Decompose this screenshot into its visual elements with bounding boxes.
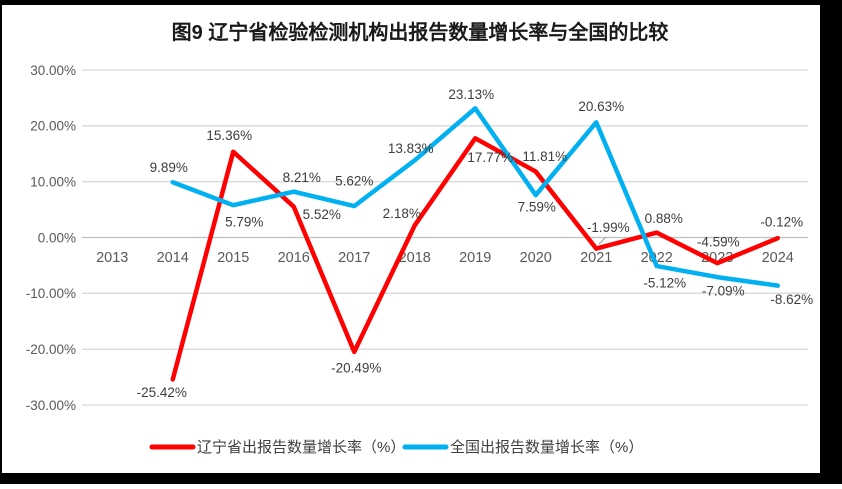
liaoning-series-line [170,136,780,382]
national-data-label: 5.79% [225,215,263,230]
y-axis-tick-label: -20.00% [26,342,76,357]
liaoning-data-label: -1.99% [587,220,630,235]
x-axis-tick-label: 2022 [641,250,673,266]
chart-title: 图9 辽宁省检验检测机构出报告数量增长率与全国的比较 [172,20,669,44]
x-axis-tick-label: 2018 [399,250,431,266]
y-axis-tick-label: 20.00% [30,119,76,134]
national-data-label: 7.59% [518,200,556,215]
liaoning-data-label: 11.81% [522,149,567,164]
liaoning-data-label: -0.12% [760,215,803,230]
national-series-line [170,106,780,288]
liaoning-data-label: -25.42% [137,385,187,400]
x-axis-tick-label: 2014 [157,250,189,266]
legend: 辽宁省出报告数量增长率（%） 全国出报告数量增长率（%） [149,438,643,456]
liaoning-data-label: 17.77% [467,150,513,165]
liaoning-data-label: -4.59% [697,235,740,250]
legend-label-liaoning: 辽宁省出报告数量增长率（%） [197,439,405,456]
x-axis-tick-label: 2020 [520,250,552,266]
legend-label-national: 全国出报告数量增长率（%） [450,438,643,456]
x-axis-tick-label: 2019 [459,250,491,266]
y-axis-tick-label: -30.00% [26,398,76,413]
label-leader-line [598,236,607,245]
x-axis-tick-label: 2017 [338,250,370,266]
national-data-label: -7.09% [702,284,745,299]
national-data-label: 5.62% [335,174,373,189]
x-axis-tick-label: 2021 [580,250,612,266]
liaoning-data-label: 0.88% [645,211,683,226]
x-axis-tick-label: 2024 [762,250,794,266]
national-data-label: 23.13% [448,87,494,102]
national-data-label: 20.63% [578,99,624,114]
liaoning-data-label: -20.49% [331,360,381,375]
national-data-label: -8.62% [770,292,813,307]
y-axis-tick-label: 0.00% [38,230,76,245]
y-axis-tick-label: 10.00% [30,174,76,189]
y-axis-tick-label: -10.00% [26,286,76,301]
chart-background [2,5,820,473]
national-data-label: -5.12% [643,276,686,291]
liaoning-data-label: 2.18% [383,206,421,221]
x-axis-tick-label: 2015 [217,250,249,266]
national-data-label: 13.83% [388,141,434,156]
y-axis-tick-label: 30.00% [30,63,76,78]
plot-area: 30.00% 20.00% 10.00% 0.00% -10.00% -20.00% -30… [26,63,813,413]
liaoning-data-label: 15.36% [206,128,252,143]
x-axis-tick-label: 2013 [96,250,128,266]
liaoning-data-label: 5.52% [303,207,341,222]
national-data-label: 8.21% [283,170,321,185]
national-data-label: 9.89% [150,160,188,175]
x-axis-tick-label: 2016 [278,250,310,266]
